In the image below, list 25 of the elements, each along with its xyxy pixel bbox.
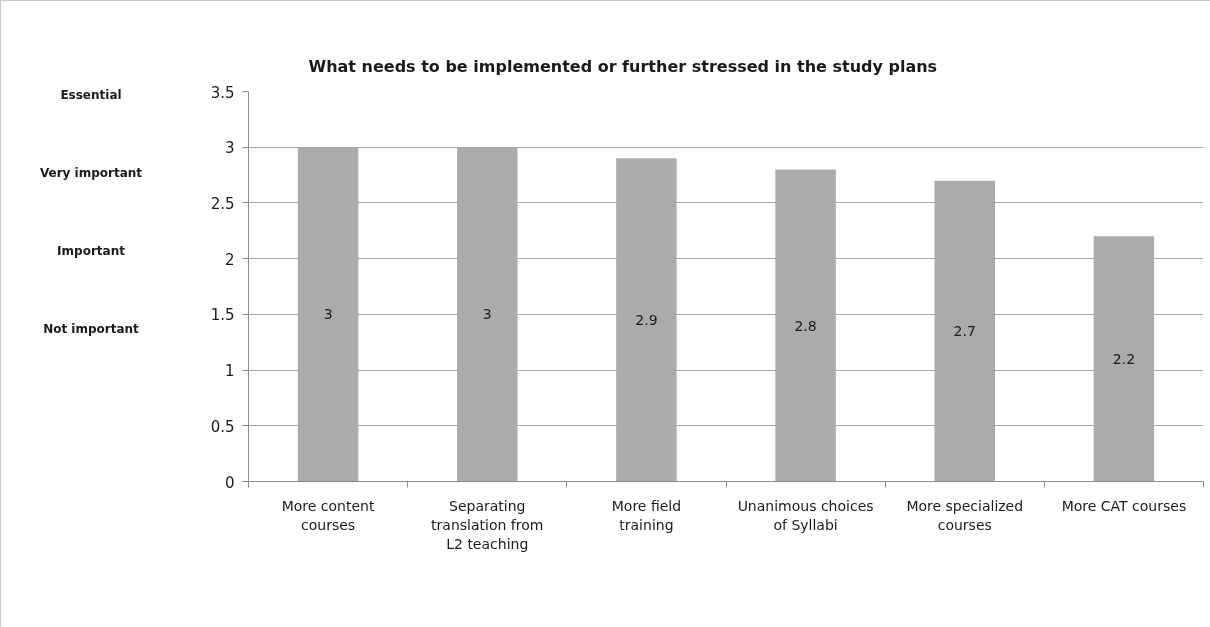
chart-title: What needs to be implemented or further stressed in the study plans: [308, 56, 938, 76]
x-tick-label: More field training: [611, 497, 682, 533]
x-tick-label: More specialized courses: [906, 497, 1024, 533]
text: Important: [56, 243, 126, 260]
y-tick-label: 2: [224, 250, 235, 269]
data-label: 2.7: [953, 323, 976, 340]
y-tick-label: 2.5: [210, 194, 235, 213]
y-tick-label: 3: [224, 139, 235, 158]
data-label: 3: [323, 306, 333, 323]
x-tick-label: Separating translation from L2 teaching: [431, 497, 544, 552]
data-label: 3: [482, 306, 492, 323]
x-tick-label: More CAT courses: [1061, 497, 1187, 514]
y-tick-label: 1: [224, 362, 235, 381]
data-label: 2.2: [1112, 350, 1136, 367]
x-tick-label: Unanimous choices of Syllabi: [737, 497, 874, 533]
text: Very important: [38, 165, 144, 182]
text: Not important: [42, 321, 140, 338]
text: Essential: [59, 87, 123, 104]
y-tick-label: 0.5: [210, 417, 235, 436]
data-label: 2.8: [794, 317, 817, 334]
data-label: 2.9: [635, 311, 658, 328]
y-tick-label: 1.5: [210, 306, 235, 325]
y-tick-label: 3.5: [210, 83, 235, 102]
y-tick-label: 0: [224, 473, 235, 492]
x-tick-label: More content courses: [281, 497, 375, 533]
